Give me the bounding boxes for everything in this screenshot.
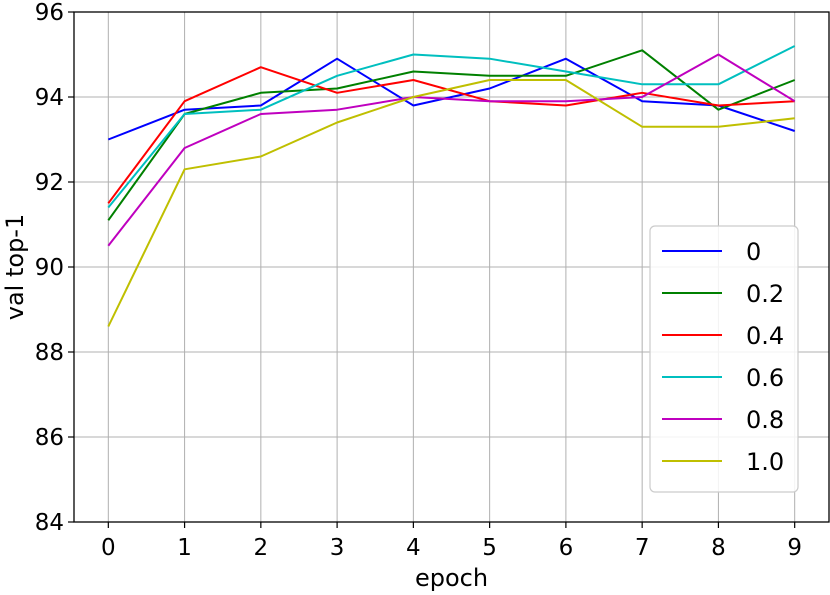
legend: 0 0.2 0.4 0.6 0.8 1.0 xyxy=(649,225,799,493)
x-tick-label: 6 xyxy=(559,535,574,561)
series-line-0.2 xyxy=(107,49,796,221)
legend-label: 1.0 xyxy=(746,448,784,476)
legend-label: 0.6 xyxy=(746,364,784,392)
axes: 0 1 2 3 4 5 6 7 8 9 84 86 88 90 92 94 96 xyxy=(35,0,802,561)
x-tick-label: 1 xyxy=(177,535,192,561)
legend-label: 0.4 xyxy=(746,322,784,350)
y-tick-label: 92 xyxy=(35,170,64,196)
legend-label: 0 xyxy=(746,238,761,266)
x-axis-label: epoch xyxy=(415,564,488,592)
x-tick-label: 4 xyxy=(406,535,421,561)
y-tick-label: 84 xyxy=(35,510,64,536)
legend-label: 0.8 xyxy=(746,406,784,434)
series-line-0.6 xyxy=(107,45,796,209)
series-line-1.0 xyxy=(107,79,795,327)
x-tick-label: 2 xyxy=(254,535,269,561)
y-axis-label: val top-1 xyxy=(1,214,29,320)
legend-label: 0.2 xyxy=(746,280,784,308)
x-tick-label: 8 xyxy=(711,535,726,561)
y-tick-label: 94 xyxy=(35,85,64,111)
y-tick-label: 96 xyxy=(35,0,64,26)
y-tick-label: 90 xyxy=(35,255,64,281)
series-line-0 xyxy=(107,57,796,141)
series-line-0.8 xyxy=(107,53,796,247)
series-line-0.4 xyxy=(107,66,795,204)
x-tick-label: 9 xyxy=(787,535,802,561)
x-tick-label: 5 xyxy=(482,535,497,561)
series-layer xyxy=(107,45,796,327)
x-tick-label: 3 xyxy=(330,535,345,561)
y-tick-label: 88 xyxy=(35,340,64,366)
x-tick-label: 7 xyxy=(635,535,650,561)
y-tick-label: 86 xyxy=(35,425,64,451)
x-tick-label: 0 xyxy=(101,535,116,561)
